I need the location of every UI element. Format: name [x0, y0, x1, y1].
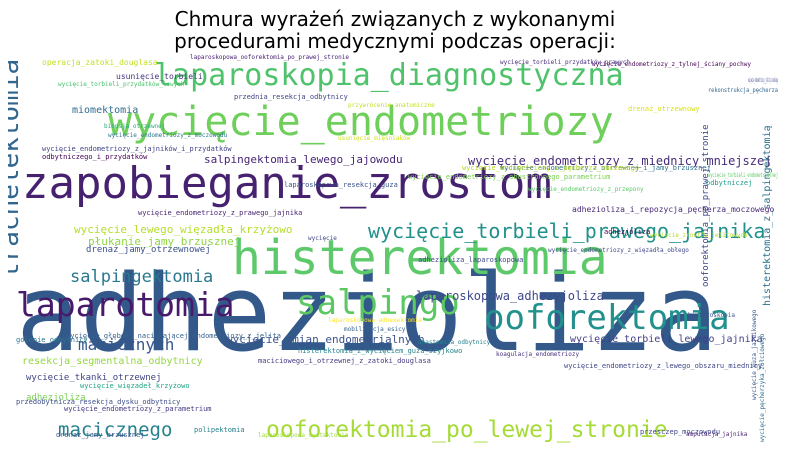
cloud-word: ooforektomia	[484, 298, 730, 338]
cloud-word: rekonstrukcja_pęcherza	[708, 87, 778, 94]
cloud-word: histerektomia_z_wycięciem_guza_szyjkowo	[298, 347, 462, 355]
cloud-word: wycięcie_endometriozy_z_miednicy_mniejsz…	[468, 154, 771, 168]
cloud-word: płukanie_jamy_brzusznej	[88, 235, 240, 248]
cloud-word: wycięcie_endometriozy_z_pęcherza_moczowe…	[462, 164, 639, 172]
cloud-word: wycięcie_endometriozy_z_tylnej_ściany_po…	[592, 61, 751, 68]
cloud-word: wycięcie_torbieli_przydatków_prawych	[500, 59, 630, 66]
cloud-word: wycięcie_endometriozy_z_prawego_jajnika	[138, 209, 302, 217]
cloud-word: odbytniczej	[706, 179, 752, 187]
cloud-word: adhezioliza	[16, 252, 718, 375]
cloud-word: amputacja_jajnika	[686, 431, 748, 438]
cloud-word: drenaż_jamy_brzusznej	[56, 431, 145, 439]
cloud-word: wycięcie_lewego_więzadła_krzyżowo	[74, 223, 293, 236]
cloud-word: wycięcie_torbieli_prawego_jajnika	[368, 219, 765, 243]
cloud-word: anastomoza_odbytnicy	[418, 339, 491, 346]
cloud-word: laparoskopowa_ooforektomia_po_prawej_str…	[190, 54, 349, 61]
cloud-word: ooforektomia_po_lewej_stronie	[266, 417, 668, 443]
cloud-word: wycięcie_endometriozy_z_otrzewnej_i_jamy…	[500, 164, 711, 172]
cloud-word: wycięcie_zmian_endometrialnych	[226, 333, 425, 346]
cloud-word: wycięcie_endometriozy_z_jajników_i_przyd…	[42, 145, 232, 153]
cloud-word: salpingo	[296, 283, 460, 323]
cloud-word: laparoskopowa_resekcja_guza	[284, 181, 398, 189]
cloud-word: histerektomia	[232, 230, 608, 286]
cloud-word: wycięcie_torbieli_przydatków_lewych	[58, 81, 185, 88]
cloud-word: laparoskopia_diagnostyczna	[154, 58, 624, 93]
cloud-word: wycięcie_torbieli_endometrialnej	[708, 172, 778, 179]
chart-title-line-2: procedurami medycznymi podczas operacji:	[174, 29, 616, 53]
cloud-word: zapobieganie_zrostom	[22, 158, 552, 209]
cloud-word: wycięcie_endometriozy	[108, 99, 614, 145]
cloud-word: histerektomia_z_salpingektomią	[762, 125, 773, 306]
cloud-word: wycięcie_guza_jajnikowego	[751, 309, 758, 400]
cloud-word: wycięcie_endometriozy_z_moczowodu	[108, 132, 228, 139]
cloud-word: ooforektomia_po_prawej_stronie	[701, 124, 711, 287]
cloud-word: drenaż_jamy_otrzewnowej	[86, 245, 211, 255]
cloud-word: odbytniczego_i_przydatków	[42, 153, 148, 161]
cloud-word: wycięcie_tkanki_otrzewnej	[26, 373, 161, 383]
cloud-word: adhezioliza_laparoskopowa	[418, 256, 523, 264]
cloud-word: trachelektomia	[8, 59, 25, 278]
cloud-word: koagulacja_endometriozy	[496, 351, 579, 358]
cloud-word: wycięcie_zrostów_jelitowych	[650, 232, 748, 239]
cloud-word: salpingektomia	[70, 267, 213, 287]
cloud-word: laparoskopowa_adhezyjoliza	[416, 289, 604, 303]
cloud-word: salpingektomia_lewego_jajowodu	[204, 153, 403, 166]
cloud-word: wycięcie_więzadeł_krzyżowo	[80, 382, 190, 390]
cloud-word: wycięcie_głęboko_naciekającej_endometrio…	[66, 332, 281, 340]
cloud-word: maciciowego_i_otrzewnej_z_zatoki_douglas…	[258, 357, 431, 365]
cloud-word: adhezjoliza	[604, 228, 650, 236]
cloud-word: wycięcie	[308, 235, 337, 242]
cloud-word: macicznych	[78, 335, 174, 354]
cloud-word: macicznego	[58, 419, 172, 441]
cloud-word: wycięcie_endometriozy_z_przepony	[528, 186, 644, 193]
cloud-word: przesczep_moczowodu	[640, 428, 720, 436]
cloud-word: biopsja_otrzewnej	[104, 123, 165, 130]
cloud-word: polipektomia	[194, 426, 245, 434]
cloud-word: laparoskopowa_adnexektomia	[328, 317, 422, 324]
cloud-word: przedobytnicza_resekcja_dysku_odbytnicy	[16, 398, 180, 406]
cloud-word: drenaż_otrzewnowy	[628, 105, 700, 113]
word-cloud: adhezioliza zapobieganie_zrostom histerekt…	[8, 54, 778, 443]
cloud-word: usunięcie_torbieli	[116, 72, 203, 81]
cloud-word: wycięcie_pęcherzyka_żółciowego	[759, 333, 766, 442]
cloud-word: przednia_resekcja_odbytnicy	[234, 93, 348, 101]
cloud-word: laparotomia	[16, 285, 235, 324]
chart-title: Chmura wyrażeń związanych z wykonanymi p…	[0, 8, 790, 52]
cloud-word: histeroskopia	[688, 312, 735, 319]
cloud-word: wycięcie_endometriozy_z_lewego_obszaru_m…	[564, 362, 762, 370]
cloud-word: mobilizacja_esicy	[344, 326, 406, 333]
cloud-word: wycięcie_endometriozy_z_parametrium	[64, 405, 212, 413]
cloud-word: wycięcie_endometriozy_z_obustronnego_par…	[408, 173, 610, 181]
cloud-word: wycięcie_torbieli_lewego_jajnika	[570, 334, 763, 345]
cloud-word: wycięcie_endometriozy_z_więzadła_obłego	[548, 247, 689, 254]
chart-title-line-1: Chmura wyrażeń związanych z wykonanymi	[174, 7, 616, 31]
cloud-word: miomektomia	[72, 105, 138, 116]
cloud-word: golenie_odbytnicy	[16, 336, 88, 344]
cloud-word: przywrócenie_anatomiczne	[348, 102, 435, 109]
cloud-word: wycięcie_endometriozy_z_jelita_cienkiego	[748, 77, 778, 84]
cloud-word: laparoskopowa_cystektomia	[258, 432, 349, 439]
cloud-word: adhezjoliza	[26, 393, 86, 403]
cloud-word: adhezioliza_i_repozycja_pęcherza_moczowe…	[572, 205, 774, 214]
cloud-word: resekcja_segmentalna_odbytnicy	[22, 356, 203, 367]
cloud-word: operacja_zatoki_douglasa	[42, 58, 158, 67]
cloud-word: usunięcie_mięśniaków	[338, 135, 411, 142]
